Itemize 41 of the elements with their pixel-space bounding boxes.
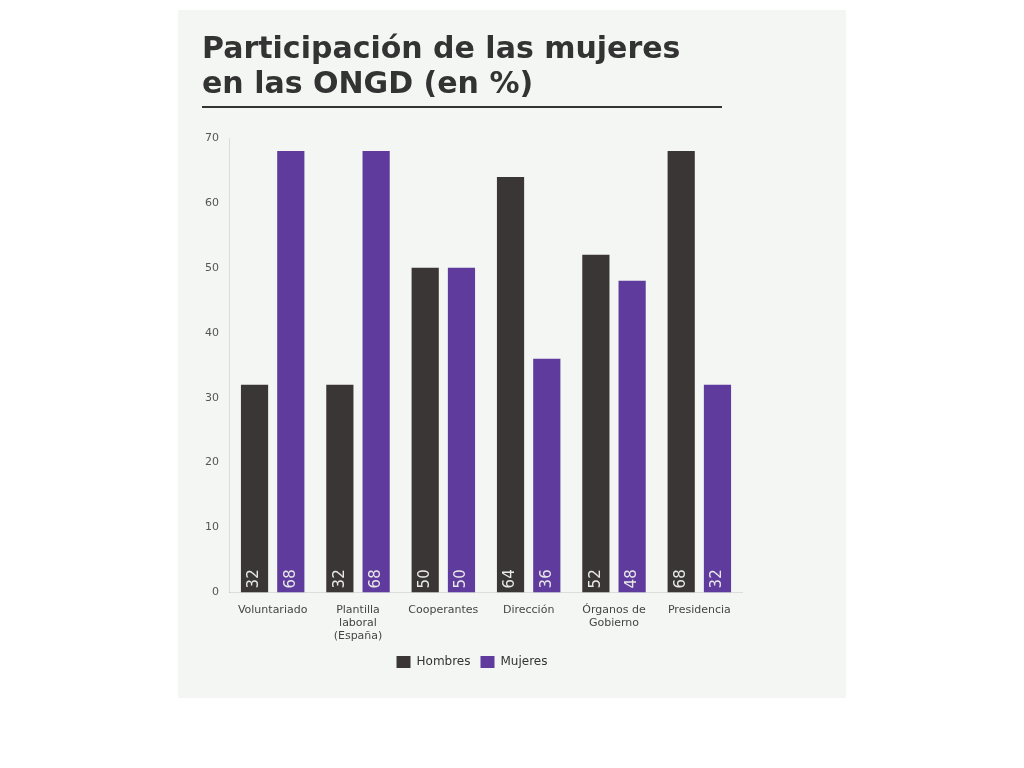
x-tick-label: Plantilla laboral (España) — [333, 602, 383, 643]
data-label: 50 — [415, 569, 434, 589]
data-label: 68 — [671, 569, 690, 589]
bar — [362, 150, 390, 593]
bar — [326, 384, 354, 593]
x-tick-label: Presidencia — [667, 602, 731, 616]
data-label: 48 — [622, 569, 641, 589]
y-tick-label: 0 — [212, 585, 219, 599]
bar — [703, 384, 732, 593]
bar — [411, 267, 439, 593]
data-label: 50 — [451, 569, 470, 589]
data-label: 68 — [280, 569, 299, 589]
legend-label: Hombres — [416, 654, 471, 669]
data-label: 36 — [536, 569, 555, 589]
y-tick-label: 40 — [205, 325, 219, 339]
y-tick-label: 60 — [205, 195, 219, 209]
bar — [240, 384, 269, 593]
data-label: 32 — [244, 569, 263, 589]
y-tick-label: 20 — [205, 455, 219, 469]
y-tick-label: 30 — [205, 390, 219, 404]
bar — [447, 267, 476, 593]
x-tick-label: Voluntariado — [237, 602, 308, 616]
y-tick-label: 10 — [205, 520, 219, 534]
bar — [496, 176, 525, 593]
legend-label: Mujeres — [500, 654, 548, 669]
bar — [582, 254, 610, 593]
bar — [667, 150, 695, 593]
data-label: 68 — [366, 569, 385, 589]
chart-title: Participación de las mujeres en las ONGD (en %) — [202, 30, 722, 108]
x-tick-label: Cooperantes — [408, 602, 479, 616]
x-tick-label: Dirección — [502, 602, 555, 616]
y-tick-label: 50 — [205, 260, 219, 274]
data-label: 52 — [585, 569, 604, 589]
data-label: 64 — [500, 569, 519, 589]
y-tick-label: 70 — [205, 130, 219, 144]
bar — [277, 150, 305, 593]
data-label: 32 — [707, 569, 726, 589]
data-label: 32 — [329, 569, 348, 589]
bar — [618, 280, 646, 593]
x-tick-label: Órganos de Gobierno — [582, 602, 646, 630]
bar — [533, 358, 561, 593]
